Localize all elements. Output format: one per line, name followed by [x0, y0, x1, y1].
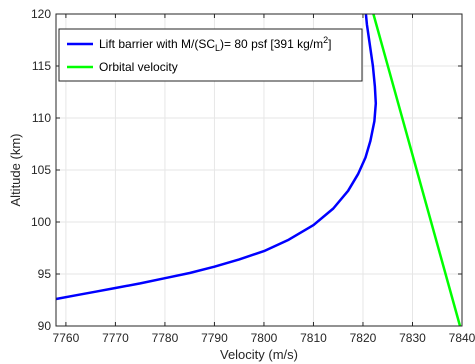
x-tick-label: 7800 [251, 331, 278, 345]
legend-barrier-superscript: 2 [323, 35, 328, 45]
series-line-orbital-velocity [372, 13, 462, 327]
x-tick-label: 7760 [53, 331, 80, 345]
x-tick-label: 7840 [449, 331, 475, 345]
x-tick-label: 7790 [201, 331, 228, 345]
legend-barrier-end: ] [328, 37, 331, 51]
legend-barrier-suffix: )= 80 psf [391 kg/m [220, 37, 323, 51]
legend-entry-barrier: Lift barrier with M/(SCL)= 80 psf [391 k… [99, 35, 331, 53]
x-tick-label: 7810 [300, 331, 327, 345]
y-tick-label: 105 [31, 163, 51, 177]
legend-entry-orbital: Orbital velocity [99, 60, 178, 74]
y-axis-label: Altitude (km) [8, 134, 23, 207]
ticks: 7760 7770 7780 7790 7800 7810 7820 7830 7840 90 95… [31, 7, 475, 345]
y-tick-label: 90 [38, 319, 52, 333]
x-tick-label: 7770 [102, 331, 129, 345]
x-tick-label: 7820 [350, 331, 377, 345]
x-tick-label: 7780 [152, 331, 179, 345]
legend-barrier-prefix: Lift barrier with M/(SC [99, 37, 215, 51]
series-line-lift-barrier [55, 13, 378, 301]
series-layer [55, 13, 462, 327]
y-tick-label: 95 [38, 267, 52, 281]
legend: Lift barrier with M/(SCL)= 80 psf [391 k… [58, 28, 363, 82]
y-tick-label: 120 [31, 7, 51, 21]
x-tick-label: 7830 [399, 331, 426, 345]
x-axis-label: Velocity (m/s) [220, 347, 298, 362]
y-tick-label: 100 [31, 215, 51, 229]
y-tick-label: 115 [32, 59, 51, 73]
legend-barrier-subscript: L [215, 43, 220, 53]
y-tick-label: 110 [32, 111, 51, 125]
legend-box [58, 28, 363, 82]
